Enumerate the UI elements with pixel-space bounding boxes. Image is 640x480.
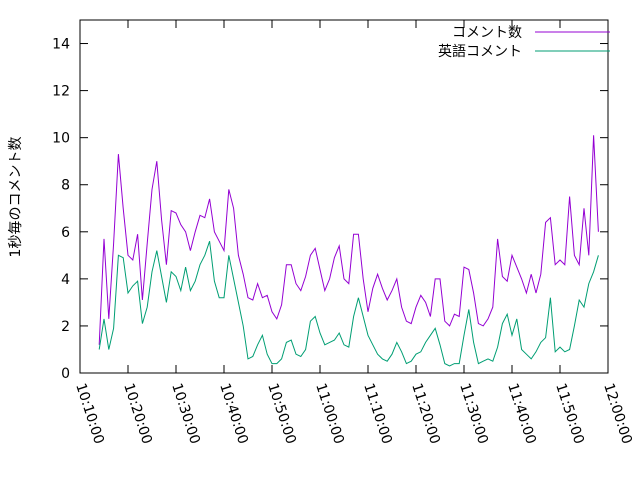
- x-tick-label: 10:40:00: [216, 381, 251, 446]
- x-tick-label: 11:10:00: [360, 381, 395, 446]
- y-tick-label: 0: [61, 366, 70, 382]
- x-tick-label: 10:20:00: [120, 381, 155, 446]
- x-tick-label: 10:10:00: [72, 381, 107, 446]
- x-tick-label: 11:30:00: [456, 381, 491, 446]
- y-tick-label: 14: [52, 37, 70, 53]
- y-tick-label: 10: [52, 131, 70, 147]
- x-tick-label: 11:00:00: [312, 381, 347, 446]
- y-tick-label: 12: [52, 84, 70, 100]
- x-tick-label: 12:00:00: [600, 381, 635, 446]
- y-axis-label: 1秒毎のコメント数: [8, 137, 24, 258]
- y-tick-label: 8: [61, 178, 70, 194]
- legend-label: 英語コメント: [438, 43, 522, 60]
- y-tick-label: 2: [61, 319, 70, 335]
- x-tick-label: 11:20:00: [408, 381, 443, 446]
- legend-label: コメント数: [452, 25, 522, 41]
- x-tick-label: 10:30:00: [168, 381, 203, 446]
- x-tick-label: 11:50:00: [552, 381, 587, 446]
- x-tick-label: 10:50:00: [264, 381, 299, 446]
- y-tick-label: 4: [61, 272, 70, 288]
- series-line: [98, 135, 599, 345]
- series-line: [98, 241, 599, 367]
- x-tick-label: 11:40:00: [504, 381, 539, 446]
- plot-border: [79, 19, 609, 374]
- y-tick-label: 6: [61, 225, 70, 241]
